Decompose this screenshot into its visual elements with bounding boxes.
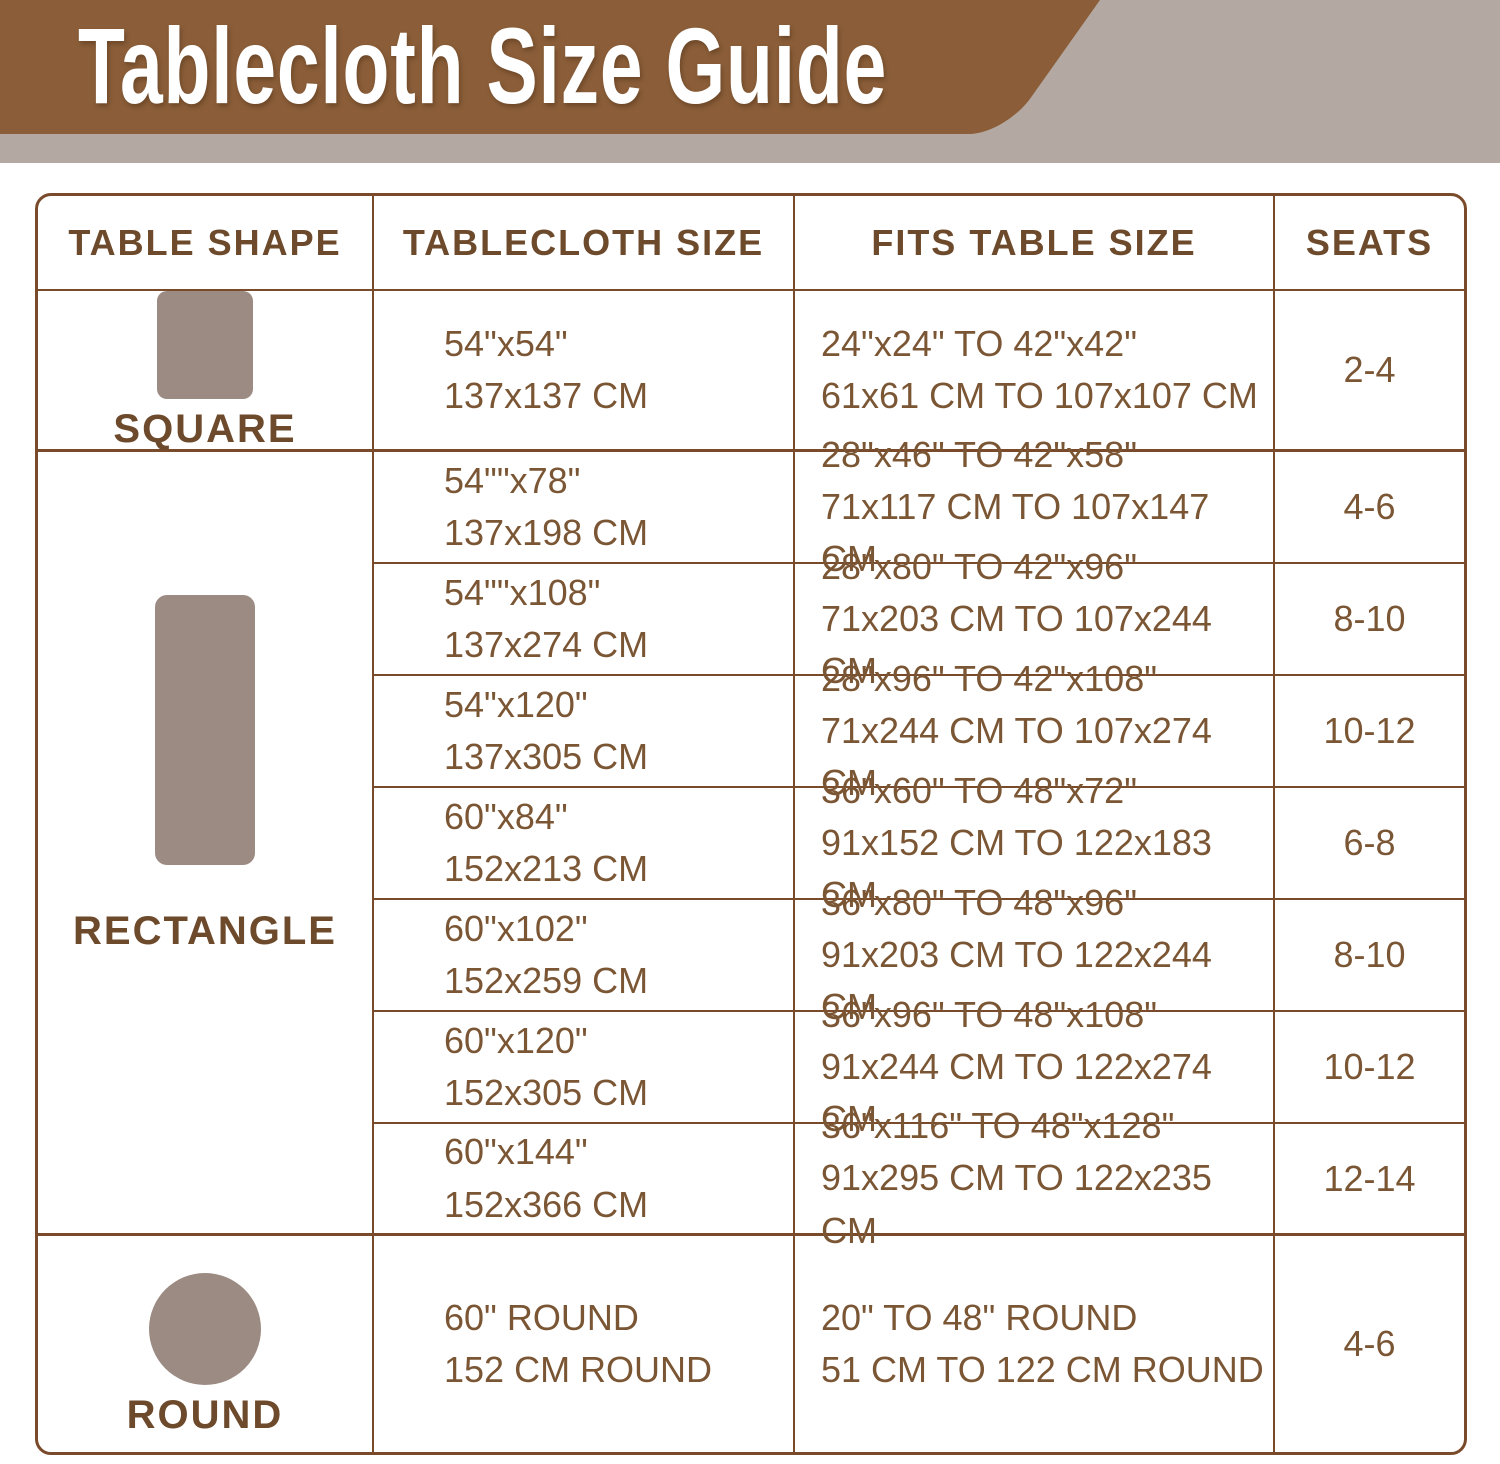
shape-label-round: ROUND (126, 1393, 284, 1437)
tablecloth-size-cell: 60"x84" 152x213 CM (374, 788, 795, 900)
fits-inches: 36"x116" TO 48"x128" (821, 1105, 1175, 1147)
fits-cm: 91x244 CM TO 122x274 CM (821, 1045, 1212, 1140)
tablecloth-size-cell: 60" ROUND 152 CM ROUND (374, 1236, 795, 1452)
fits-cm: 91x152 CM TO 122x183 CM (821, 821, 1212, 916)
fits-cm: 61x61 CM TO 107x107 CM (821, 375, 1258, 416)
fits-table-size-cell: 28"x80" TO 42"x96" 71x203 CM TO 107x244 … (795, 546, 1275, 691)
fits-cm: 51 CM TO 122 CM ROUND (821, 1349, 1264, 1390)
seats-cell: 8-10 (1275, 564, 1464, 676)
fits-table-size-cell: 24"x24" TO 42"x42" 61x61 CM TO 107x107 C… (795, 291, 1275, 452)
fits-cm: 91x203 CM TO 122x244 CM (821, 933, 1212, 1028)
shape-label-square: SQUARE (113, 407, 297, 451)
size-inches: 54""x78" (444, 459, 581, 501)
tablecloth-size-cell: 54""x108" 137x274 CM (374, 564, 795, 676)
seats-cell: 6-8 (1275, 788, 1464, 900)
fits-table-size-cell: 36"x116" TO 48"x128" 91x295 CM TO 122x23… (795, 1105, 1275, 1251)
fits-table-size-cell: 36"x96" TO 48"x108" 91x244 CM TO 122x274… (795, 994, 1275, 1139)
round-shape-wrap: ROUND (127, 1273, 284, 1435)
size-guide-table: TABLE SHAPE TABLECLOTH SIZE FITS TABLE S… (35, 193, 1467, 1455)
size-cm: 152x213 CM (444, 848, 649, 889)
shape-cell-round: ROUND (38, 1236, 374, 1452)
fits-inches: 36"x60" TO 48"x72" (821, 769, 1137, 811)
column-header-table-shape: TABLE SHAPE (38, 196, 374, 291)
size-cm: 152x305 CM (444, 1072, 649, 1113)
shape-cell-square: SQUARE (38, 291, 374, 452)
seats-cell: 8-10 (1275, 900, 1464, 1012)
size-inches: 54""x108" (444, 571, 601, 613)
fits-cm: 71x244 CM TO 107x274 CM (821, 709, 1212, 804)
fits-table-size-cell: 36"x60" TO 48"x72" 91x152 CM TO 122x183 … (795, 770, 1275, 915)
column-header-seats: SEATS (1275, 196, 1464, 291)
size-cm: 137x137 CM (444, 375, 649, 416)
size-cm: 152 CM ROUND (444, 1349, 713, 1390)
fits-table-size-cell: 28"x46" TO 42"x58" 71x117 CM TO 107x147 … (795, 434, 1275, 579)
shape-label-rectangle: RECTANGLE (73, 908, 337, 953)
size-inches: 60"x102" (444, 907, 588, 949)
hero-header: Tablecloth Size Guide (0, 0, 1500, 163)
fits-cm: 71x117 CM TO 107x147 CM (821, 485, 1210, 580)
fits-inches: 28"x96" TO 42"x108" (821, 657, 1158, 699)
fits-table-size-cell: 36"x80" TO 48"x96" 91x203 CM TO 122x244 … (795, 882, 1275, 1027)
round-shape-icon (148, 1273, 261, 1385)
tablecloth-size-cell: 60"x144" 152x366 CM (374, 1124, 795, 1236)
fits-inches: 36"x96" TO 48"x108" (821, 993, 1158, 1035)
fits-table-size-cell: 20" TO 48" ROUND 51 CM TO 122 CM ROUND (795, 1236, 1275, 1452)
seats-cell: 10-12 (1275, 1012, 1464, 1124)
size-inches: 60"x120" (444, 1019, 588, 1061)
rectangle-shape-icon (154, 594, 255, 865)
size-cm: 137x198 CM (444, 512, 649, 553)
column-header-fits-table-size: FITS TABLE SIZE (795, 196, 1275, 291)
tablecloth-size-cell: 60"x102" 152x259 CM (374, 900, 795, 1012)
fits-cm: 71x203 CM TO 107x244 CM (821, 597, 1212, 692)
size-inches: 60"x84" (444, 795, 568, 837)
tablecloth-size-cell: 54""x78" 137x198 CM (374, 452, 795, 564)
fits-cm: 91x295 CM TO 122x235 CM (821, 1157, 1212, 1251)
page-title-wrap: Tablecloth Size Guide (78, 0, 1089, 134)
size-inches: 60"x144" (444, 1131, 588, 1173)
column-header-tablecloth-size: TABLECLOTH SIZE (374, 196, 795, 291)
fits-table-size-cell: 28"x96" TO 42"x108" 71x244 CM TO 107x274… (795, 658, 1275, 803)
size-inches: 54"x120" (444, 683, 588, 725)
fits-inches: 20" TO 48" ROUND (821, 1296, 1138, 1338)
seats-cell: 2-4 (1275, 291, 1464, 452)
size-cm: 137x305 CM (444, 736, 649, 777)
fits-inches: 28"x80" TO 42"x96" (821, 545, 1137, 587)
seats-cell: 4-6 (1343, 1323, 1396, 1364)
tablecloth-size-cell: 54"x120" 137x305 CM (374, 676, 795, 788)
page-title: Tablecloth Size Guide (78, 6, 888, 127)
tablecloth-size-cell: 60"x120" 152x305 CM (374, 1012, 795, 1124)
size-cm: 137x274 CM (444, 624, 649, 665)
size-cm: 152x259 CM (444, 960, 649, 1001)
shape-cell-rectangle: RECTANGLE (38, 452, 374, 1236)
size-cm: 152x366 CM (444, 1183, 649, 1225)
fits-inches: 24"x24" TO 42"x42" (821, 322, 1137, 364)
seats-cell: 10-12 (1275, 676, 1464, 788)
fits-inches: 36"x80" TO 48"x96" (821, 881, 1137, 923)
rectangle-shape-wrap: RECTANGLE (73, 594, 337, 953)
tablecloth-size-cell: 54"x54" 137x137 CM (374, 291, 795, 452)
size-inches: 60" ROUND (444, 1296, 639, 1338)
seats-cell: 12-14 (1275, 1124, 1464, 1236)
size-inches: 54"x54" (444, 322, 568, 364)
square-shape-icon (157, 291, 253, 399)
seats-cell: 4-6 (1275, 452, 1464, 564)
fits-inches: 28"x46" TO 42"x58" (821, 433, 1137, 475)
